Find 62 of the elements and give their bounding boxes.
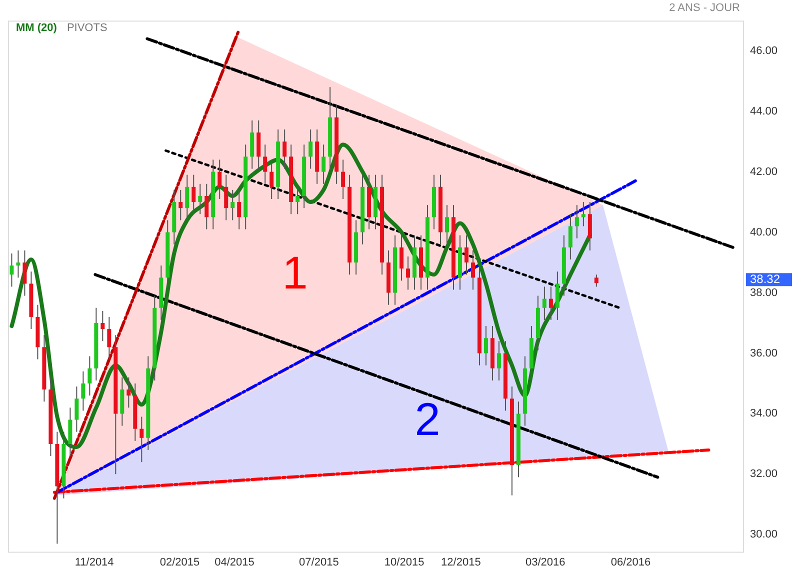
y-tick-label: 32.00 xyxy=(750,468,778,480)
candlestick xyxy=(568,214,572,260)
candlestick xyxy=(263,144,268,184)
y-tick-label: 36.00 xyxy=(750,347,778,360)
chart-subtitle: 2 ANS - JOUR xyxy=(669,2,740,14)
y-tick-label: 44.00 xyxy=(750,105,778,118)
y-tick-label: 40.00 xyxy=(750,226,778,238)
candlestick xyxy=(185,174,190,221)
candlestick xyxy=(400,234,404,282)
candlestick xyxy=(282,128,287,170)
candlestick xyxy=(237,189,242,230)
candlestick xyxy=(224,174,228,221)
candlestick xyxy=(341,159,346,200)
annotation: PIVOTS xyxy=(66,22,108,34)
candlestick xyxy=(192,174,196,215)
candlestick xyxy=(74,386,79,432)
x-tick-label: 04/2015 xyxy=(214,556,254,568)
candlestick xyxy=(230,189,235,221)
x-tick-label: 11/2014 xyxy=(74,556,114,568)
candlestick xyxy=(100,310,105,342)
x-tick-label: 02/2015 xyxy=(160,556,200,568)
candlestick xyxy=(484,326,488,366)
candlestick xyxy=(204,183,209,230)
text: 38.32 xyxy=(750,272,780,286)
x-tick-label: 06/2016 xyxy=(610,556,651,568)
x-tick-label: 03/2016 xyxy=(526,556,566,568)
y-tick-label: 30.00 xyxy=(750,528,778,541)
y-tick-label: 42.00 xyxy=(750,166,778,178)
candlestick xyxy=(594,274,598,288)
candlestick xyxy=(10,252,14,288)
x-tick-label: 12/2015 xyxy=(441,556,481,568)
annotation: 1 xyxy=(282,246,308,299)
x-tick-label: 10/2015 xyxy=(384,556,424,568)
candlestick xyxy=(470,250,475,290)
candlestick xyxy=(574,204,579,239)
annotation: 2 xyxy=(414,393,440,446)
candlestick xyxy=(322,144,326,184)
x-tick-label: 07/2015 xyxy=(299,556,339,568)
candlestick xyxy=(126,376,131,408)
candlestick xyxy=(445,204,449,245)
candlestick xyxy=(218,159,222,200)
candlestick xyxy=(548,286,553,320)
candlestick xyxy=(107,316,112,360)
y-tick-label: 46.00 xyxy=(750,44,778,57)
y-tick-label: 34.00 xyxy=(750,408,778,420)
candlestick xyxy=(296,183,300,215)
candlestick xyxy=(178,189,183,221)
candlestick xyxy=(22,250,27,296)
candlestick xyxy=(542,286,546,320)
candlestick xyxy=(496,340,501,381)
candlestick xyxy=(308,128,313,170)
candlestick xyxy=(406,256,410,290)
candlestick xyxy=(270,159,274,200)
candlestick xyxy=(16,250,20,278)
candlestick xyxy=(140,416,144,463)
candlestick xyxy=(88,356,92,396)
candlestick xyxy=(198,183,202,215)
candlestick xyxy=(464,234,468,276)
candlestick xyxy=(581,202,586,227)
candlestick xyxy=(81,370,86,412)
text: MM (20) xyxy=(16,22,57,34)
y-tick-label: 38.00 xyxy=(750,286,778,299)
